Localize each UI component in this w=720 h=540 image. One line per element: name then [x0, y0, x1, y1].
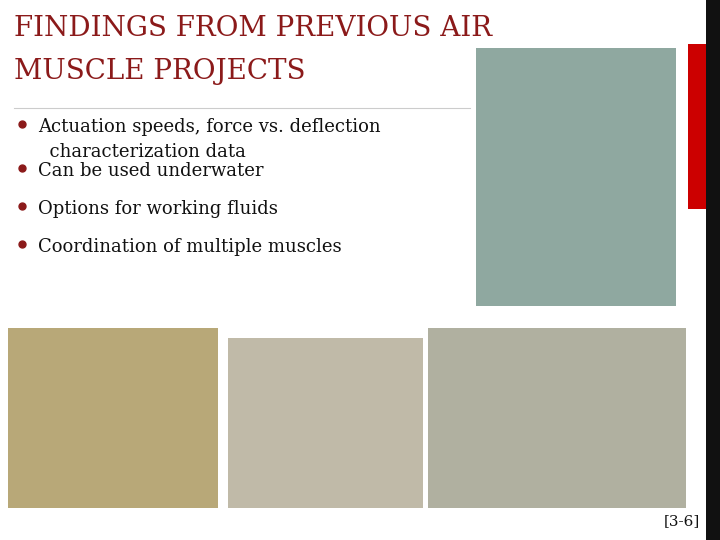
Text: Coordination of multiple muscles: Coordination of multiple muscles — [38, 238, 341, 256]
Bar — [706, 0, 720, 540]
Bar — [476, 48, 676, 306]
Bar — [228, 338, 423, 508]
Text: Can be used underwater: Can be used underwater — [38, 162, 264, 180]
Bar — [688, 44, 706, 209]
Text: [3-6]: [3-6] — [664, 514, 700, 528]
Text: Actuation speeds, force vs. deflection
  characterization data: Actuation speeds, force vs. deflection c… — [38, 118, 381, 161]
Text: FINDINGS FROM PREVIOUS AIR: FINDINGS FROM PREVIOUS AIR — [14, 15, 492, 42]
Bar — [8, 328, 218, 508]
Text: MUSCLE PROJECTS: MUSCLE PROJECTS — [14, 58, 305, 85]
Bar — [428, 328, 686, 508]
Text: Options for working fluids: Options for working fluids — [38, 200, 278, 218]
